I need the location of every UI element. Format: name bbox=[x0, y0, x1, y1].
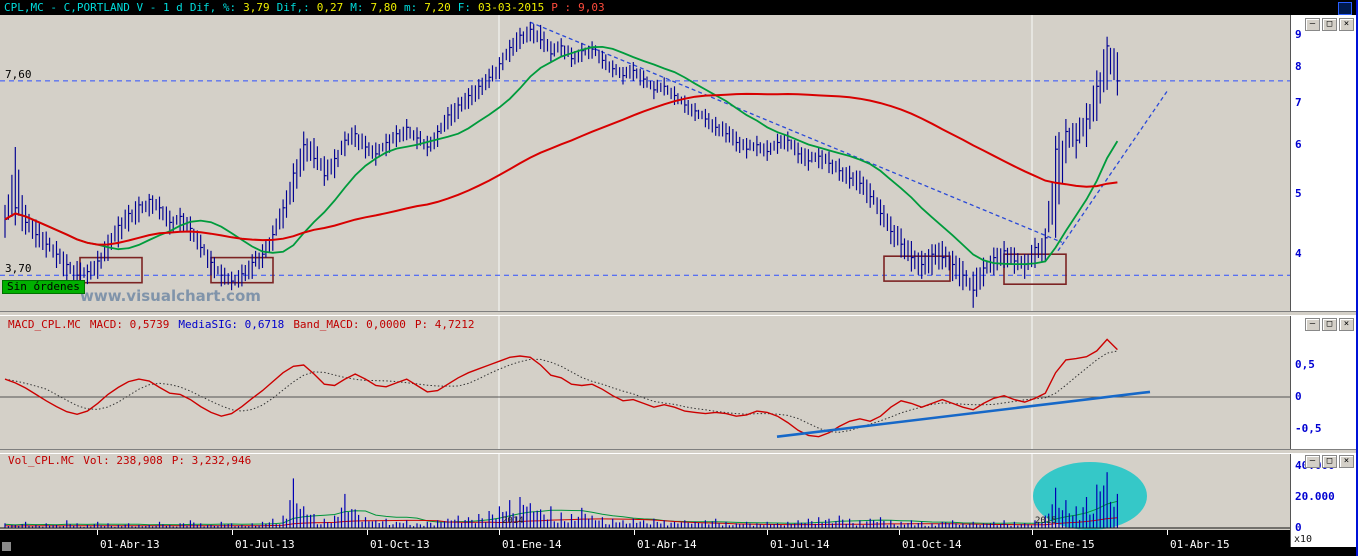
close-button[interactable]: × bbox=[1339, 455, 1354, 468]
header-segment: Dif,: bbox=[276, 1, 310, 14]
header-segment: 3,79 bbox=[243, 1, 270, 14]
macd-signal-line bbox=[4, 350, 1118, 433]
volume-highlight-ellipse bbox=[1033, 462, 1147, 530]
x-axis-tick bbox=[499, 530, 500, 535]
x-axis-tick bbox=[634, 530, 635, 535]
volume-indicator-header: Vol_CPL.MC Vol: 238,908 P: 3,232,946 bbox=[8, 454, 260, 467]
header-segment: 03-03-2015 bbox=[478, 1, 545, 14]
x-axis-label: 01-Abr-13 bbox=[100, 538, 160, 551]
header-segment: P: 3,232,946 bbox=[171, 454, 252, 467]
minimize-button[interactable]: – bbox=[1305, 455, 1320, 468]
price-bars bbox=[4, 22, 1120, 308]
x-axis-tick bbox=[767, 530, 768, 535]
macd-trendline bbox=[776, 390, 1151, 438]
x-axis-tick bbox=[232, 530, 233, 535]
panel-splitter[interactable] bbox=[0, 311, 1358, 316]
x-axis-label: 01-Abr-14 bbox=[637, 538, 697, 551]
time-axis: 01-Abr-13 01-Jul-13 01-Oct-13 01-Ene-14 01-A… bbox=[0, 530, 1358, 556]
window-border bbox=[1356, 0, 1358, 556]
header-segment: Dif, %: bbox=[189, 1, 237, 14]
macd-line bbox=[4, 338, 1118, 438]
header-segment: 7,20 bbox=[424, 1, 451, 14]
x-axis-tick bbox=[1032, 530, 1033, 535]
panel-window-controls: – □ × bbox=[1305, 455, 1354, 468]
corner-icon bbox=[2, 542, 11, 551]
maximize-button[interactable]: □ bbox=[1322, 18, 1337, 31]
panel-window-controls: – □ × bbox=[1305, 18, 1354, 31]
header-segment: Band_MACD: 0,0000 bbox=[293, 318, 406, 331]
x-axis-label: 01-Ene-14 bbox=[502, 538, 562, 551]
y-axis-label: 4 bbox=[1295, 247, 1302, 261]
y-axis-label: 9 bbox=[1295, 28, 1302, 42]
header-segment: F: bbox=[457, 1, 472, 14]
y-axis-label: 6 bbox=[1295, 137, 1302, 151]
y-axis-label: -0,5 bbox=[1295, 422, 1322, 435]
volume-multiplier-label: x10 bbox=[1294, 534, 1313, 545]
y-axis-label: 7 bbox=[1295, 96, 1302, 110]
orders-status-badge: Sin órdenes bbox=[2, 280, 85, 294]
volume-panel[interactable] bbox=[0, 452, 1290, 530]
panel-window-controls: – □ × bbox=[1305, 318, 1354, 331]
header-segment: P: 4,7212 bbox=[414, 318, 475, 331]
x-axis-tick bbox=[1167, 530, 1168, 535]
minimize-button[interactable]: – bbox=[1305, 18, 1320, 31]
maximize-button[interactable]: □ bbox=[1322, 318, 1337, 331]
x-axis-label: 01-Jul-13 bbox=[235, 538, 295, 551]
watermark-text: www.visualchart.com bbox=[80, 287, 261, 305]
header-segment: CPL,MC - C,PORTLAND V - 1 d bbox=[4, 1, 183, 14]
year-label: 2015 bbox=[1035, 516, 1057, 526]
y-axis-label: 5 bbox=[1295, 186, 1302, 200]
header-segment: 0,27 bbox=[316, 1, 344, 14]
y-axis-label: 8 bbox=[1295, 60, 1302, 74]
x-axis-label: 01-Ene-15 bbox=[1035, 538, 1095, 551]
chart-title-bar: CPL,MC - C,PORTLAND V - 1 d Dif, %: 3,79 Di… bbox=[0, 0, 1358, 15]
x-axis-label: 01-Abr-15 bbox=[1170, 538, 1230, 551]
y-axis-label: 0 bbox=[1295, 521, 1302, 534]
ma-fast-line bbox=[4, 45, 1119, 266]
close-button[interactable]: × bbox=[1339, 18, 1354, 31]
macd-panel[interactable] bbox=[0, 315, 1290, 452]
header-segment: MACD: 0,5739 bbox=[89, 318, 170, 331]
close-button[interactable]: × bbox=[1339, 318, 1354, 331]
header-segment: m: bbox=[404, 1, 418, 14]
x-axis-tick bbox=[367, 530, 368, 535]
volume-bars bbox=[4, 472, 1119, 528]
minimize-button[interactable]: – bbox=[1305, 318, 1320, 331]
chart-icon[interactable] bbox=[1338, 2, 1352, 15]
macd-indicator-header: MACD_CPL.MC MACD: 0,5739 MediaSIG: 0,6718 B… bbox=[8, 318, 484, 331]
header-segment: Vol_CPL.MC bbox=[8, 454, 75, 467]
y-axis-label: 20.000 bbox=[1295, 490, 1335, 503]
header-segment: Vol: 238,908 bbox=[83, 454, 163, 467]
year-label: 2014 bbox=[502, 516, 524, 526]
maximize-button[interactable]: □ bbox=[1322, 455, 1337, 468]
header-segment: MACD_CPL.MC bbox=[8, 318, 81, 331]
x-axis-label: 01-Oct-13 bbox=[370, 538, 430, 551]
symbol-info-text: CPL,MC - C,PORTLAND V - 1 d Dif, %: 3,79 Di… bbox=[4, 0, 612, 15]
header-segment: M: bbox=[350, 1, 364, 14]
price-level-label-low: 3,70 bbox=[5, 262, 32, 275]
header-segment: 9,03 bbox=[578, 1, 605, 14]
x-axis-label: 01-Oct-14 bbox=[902, 538, 962, 551]
ma-slow-line bbox=[4, 92, 1118, 246]
price-chart-panel[interactable] bbox=[0, 15, 1290, 312]
header-segment: MediaSIG: 0,6718 bbox=[178, 318, 285, 331]
x-axis-label: 01-Jul-14 bbox=[770, 538, 830, 551]
price-level-label-high: 7,60 bbox=[5, 68, 32, 81]
y-axis-label: 0 bbox=[1295, 390, 1302, 403]
x-axis-tick bbox=[899, 530, 900, 535]
x-axis-tick bbox=[97, 530, 98, 535]
header-segment: 7,80 bbox=[370, 1, 398, 14]
header-segment: P : bbox=[551, 1, 572, 14]
y-axis-label: 0,5 bbox=[1295, 358, 1315, 371]
panel-splitter[interactable] bbox=[0, 449, 1358, 454]
